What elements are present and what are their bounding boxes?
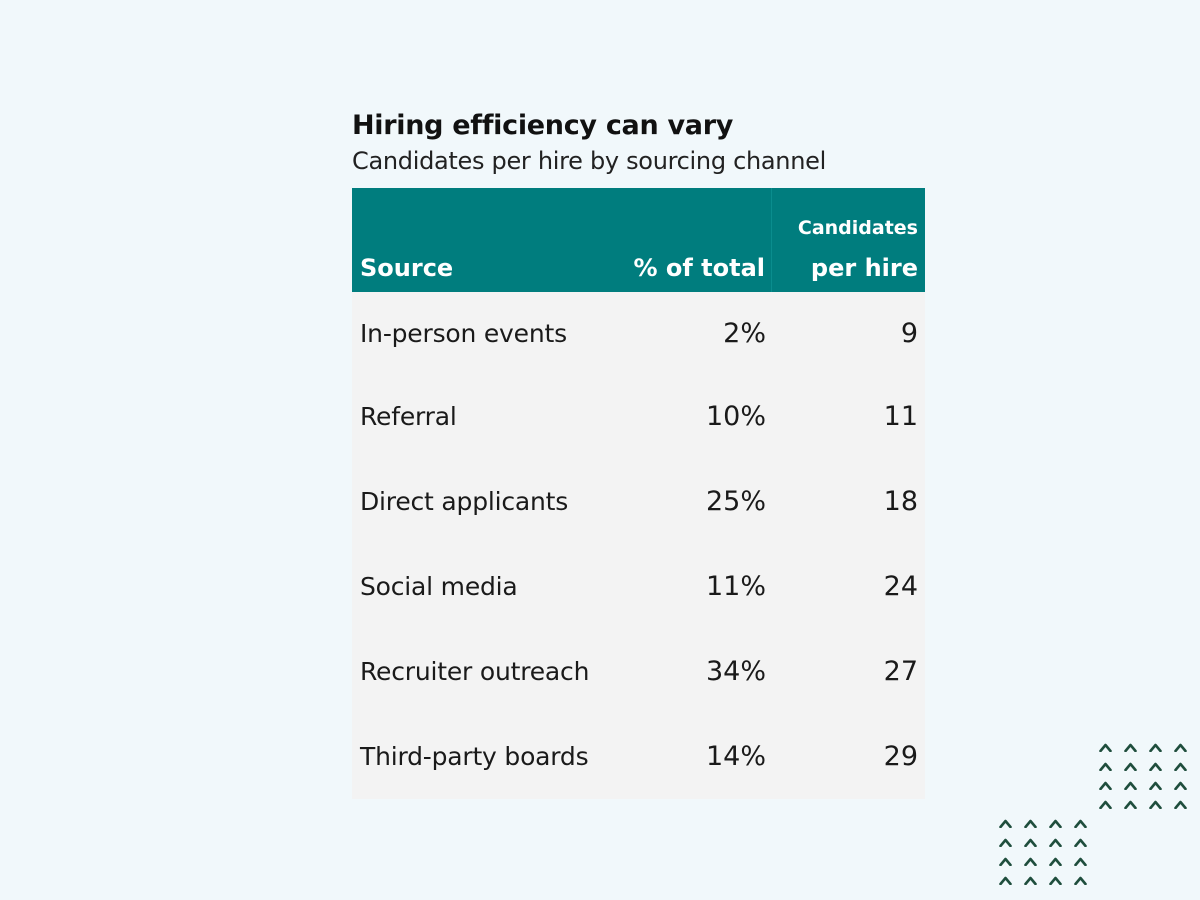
chevron-up-icon xyxy=(1143,776,1168,795)
chevron-up-icon xyxy=(993,871,1018,890)
chevron-up-icon xyxy=(1168,738,1193,757)
chevron-up-icon xyxy=(1093,776,1118,795)
chevron-up-icon xyxy=(1118,738,1143,757)
chevron-up-icon xyxy=(1093,738,1118,757)
chevron-up-icon xyxy=(1143,757,1168,776)
chevron-up-icon xyxy=(1018,833,1043,852)
table-header: Source % of total Candidates per hire xyxy=(352,188,925,292)
chevron-up-icon xyxy=(993,814,1018,833)
cell-cph: 27 xyxy=(883,656,918,687)
chevron-up-icon xyxy=(1143,738,1168,757)
cell-pct: 2% xyxy=(723,317,766,349)
table-row: Social media 11% 24 xyxy=(352,544,925,629)
table-row: Direct applicants 25% 18 xyxy=(352,459,925,544)
cell-pct: 11% xyxy=(705,571,766,602)
table-body: In-person events 2% 9 Referral 10% 11 Di… xyxy=(352,292,925,799)
cell-pct: 25% xyxy=(705,486,766,517)
cell-source: In-person events xyxy=(360,318,567,348)
chevron-up-icon xyxy=(1018,852,1043,871)
cell-pct: 34% xyxy=(705,656,766,687)
chevron-up-icon xyxy=(1018,814,1043,833)
chevron-up-icon xyxy=(1068,814,1093,833)
column-header-pct: % of total xyxy=(622,188,772,292)
cell-source: Referral xyxy=(360,402,457,431)
cell-cph: 29 xyxy=(883,741,918,772)
chart-subtitle: Candidates per hire by sourcing channel xyxy=(352,147,826,175)
column-header-source: Source xyxy=(352,188,622,292)
cell-source: Direct applicants xyxy=(360,487,569,516)
chevron-up-icon xyxy=(1068,852,1093,871)
chevron-up-icon xyxy=(1043,852,1068,871)
chevron-up-icon xyxy=(993,852,1018,871)
column-header-cph-line1: Candidates xyxy=(797,217,918,239)
cell-cph: 11 xyxy=(883,401,918,432)
cell-source: Social media xyxy=(360,572,518,601)
chevron-up-icon xyxy=(1068,871,1093,890)
cell-pct: 14% xyxy=(705,741,766,772)
chevron-up-icon xyxy=(1143,795,1168,814)
chevron-up-icon xyxy=(1168,795,1193,814)
chevron-up-icon xyxy=(1093,795,1118,814)
chevron-up-icon xyxy=(1118,795,1143,814)
chevron-up-icon xyxy=(1118,757,1143,776)
chevron-up-icon xyxy=(1018,871,1043,890)
chevron-up-icon xyxy=(1043,833,1068,852)
chevron-up-icon xyxy=(1068,833,1093,852)
column-header-source-label: Source xyxy=(360,254,454,282)
cell-source: Recruiter outreach xyxy=(360,657,590,686)
column-header-cph-line2: per hire xyxy=(810,254,918,282)
table-row: Recruiter outreach 34% 27 xyxy=(352,629,925,714)
table-row: Referral 10% 11 xyxy=(352,374,925,459)
chevron-up-icon xyxy=(1043,871,1068,890)
cell-cph: 9 xyxy=(900,317,918,349)
chevron-up-icon xyxy=(1168,776,1193,795)
cell-source: Third-party boards xyxy=(360,742,589,771)
chevron-up-icon xyxy=(1168,757,1193,776)
sourcing-table: Source % of total Candidates per hire In… xyxy=(352,188,925,799)
table-row: In-person events 2% 9 xyxy=(352,292,925,374)
decorative-chevron-grid-top xyxy=(1093,738,1193,814)
chevron-up-icon xyxy=(1043,814,1068,833)
chevron-up-icon xyxy=(1118,776,1143,795)
column-header-candidates-per-hire: Candidates per hire xyxy=(772,188,925,292)
cell-pct: 10% xyxy=(705,401,766,432)
decorative-chevron-grid-bottom xyxy=(993,814,1093,890)
chart-title: Hiring efficiency can vary xyxy=(352,110,734,141)
cell-cph: 18 xyxy=(883,486,918,517)
cell-cph: 24 xyxy=(883,571,918,602)
table-row: Third-party boards 14% 29 xyxy=(352,714,925,799)
chevron-up-icon xyxy=(993,833,1018,852)
column-header-pct-label: % of total xyxy=(633,254,765,282)
chevron-up-icon xyxy=(1093,757,1118,776)
